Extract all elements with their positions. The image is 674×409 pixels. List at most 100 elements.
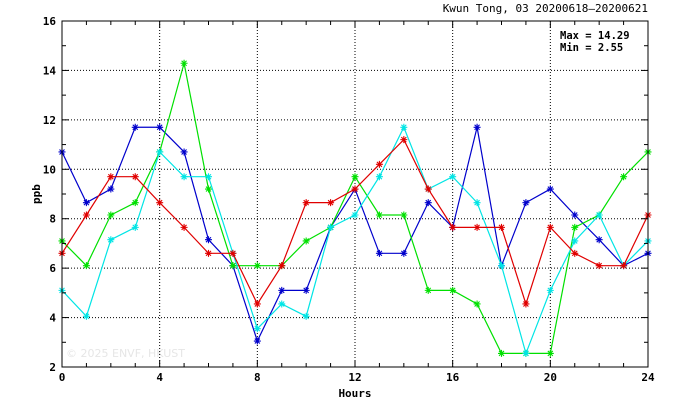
data-point	[351, 185, 359, 193]
data-point	[327, 199, 335, 207]
data-point	[180, 173, 188, 181]
x-tick-label: 4	[156, 371, 163, 384]
data-point	[107, 236, 115, 244]
data-point	[375, 173, 383, 181]
data-point	[595, 236, 603, 244]
data-point	[351, 173, 359, 181]
data-point	[131, 199, 139, 207]
data-point	[449, 223, 457, 231]
data-point	[571, 211, 579, 219]
data-point	[278, 286, 286, 294]
series-layer	[58, 59, 652, 357]
data-point	[107, 211, 115, 219]
watermark: © 2025 ENVF, HKUST	[66, 347, 185, 360]
data-point	[253, 337, 261, 345]
x-tick-label: 8	[254, 371, 261, 384]
data-point	[449, 286, 457, 294]
data-point	[205, 185, 212, 193]
data-point	[302, 312, 310, 320]
data-point	[205, 236, 212, 244]
data-point	[546, 185, 554, 193]
data-point	[546, 349, 554, 357]
data-point	[498, 223, 505, 231]
data-point	[571, 223, 579, 231]
x-tick-label: 0	[59, 371, 66, 384]
data-point	[302, 237, 310, 245]
data-point	[229, 249, 237, 257]
y-axis-label: ppb	[30, 184, 43, 204]
data-point	[180, 148, 188, 156]
data-point	[424, 199, 432, 207]
data-point	[107, 173, 115, 181]
data-point	[400, 123, 408, 131]
data-point	[82, 312, 90, 320]
data-point	[400, 249, 408, 257]
data-point	[400, 211, 408, 219]
data-point	[156, 123, 164, 131]
x-axis-label: Hours	[338, 387, 371, 400]
data-point	[595, 262, 603, 270]
series-4	[58, 136, 652, 308]
data-point	[620, 173, 628, 181]
data-point	[107, 185, 115, 193]
data-point	[400, 136, 408, 144]
data-point	[131, 223, 139, 231]
chart-title: Kwun Tong, 03 20200618–20200621	[443, 2, 648, 15]
data-point	[595, 211, 603, 219]
data-point	[546, 286, 554, 294]
y-tick-label: 10	[43, 163, 56, 176]
x-tick-label: 20	[544, 371, 557, 384]
data-point	[156, 199, 164, 207]
data-point	[82, 211, 90, 219]
data-point	[131, 173, 139, 181]
data-point	[449, 173, 457, 181]
data-point	[522, 199, 530, 207]
grid-lines	[62, 21, 648, 367]
data-point	[156, 148, 164, 156]
data-point	[571, 249, 579, 257]
data-point	[522, 349, 530, 357]
axis-ticks	[61, 20, 649, 368]
data-point	[82, 262, 90, 270]
y-tick-label: 16	[43, 15, 57, 28]
data-point	[375, 249, 383, 257]
data-point	[473, 300, 481, 308]
data-point	[253, 262, 261, 270]
data-point	[498, 349, 505, 357]
x-tick-label: 24	[641, 371, 655, 384]
data-point	[229, 262, 237, 270]
data-point	[351, 211, 359, 219]
data-point	[327, 223, 335, 231]
y-tick-label: 8	[49, 213, 56, 226]
data-point	[375, 211, 383, 219]
stats-max: Max = 14.29	[560, 30, 630, 42]
data-point	[498, 262, 505, 270]
x-tick-label: 16	[446, 371, 460, 384]
y-tick-label: 6	[49, 262, 56, 275]
data-point	[82, 199, 90, 207]
data-point	[424, 185, 432, 193]
y-tick-label: 2	[49, 361, 56, 374]
data-point	[473, 223, 481, 231]
data-point	[375, 160, 383, 168]
y-tick-label: 4	[49, 312, 56, 325]
data-point	[205, 173, 212, 181]
data-point	[278, 300, 286, 308]
data-point	[620, 262, 628, 270]
data-point	[473, 199, 481, 207]
data-point	[131, 123, 139, 131]
data-point	[180, 223, 188, 231]
data-point	[302, 286, 310, 294]
data-point	[546, 223, 554, 231]
data-point	[424, 286, 432, 294]
y-tick-label: 14	[43, 64, 57, 77]
data-point	[205, 249, 212, 257]
data-point	[278, 262, 286, 270]
data-point	[302, 199, 310, 207]
data-point	[571, 237, 579, 245]
stats-min: Min = 2.55	[560, 42, 623, 54]
y-tick-label: 12	[43, 114, 56, 127]
data-point	[253, 325, 261, 333]
